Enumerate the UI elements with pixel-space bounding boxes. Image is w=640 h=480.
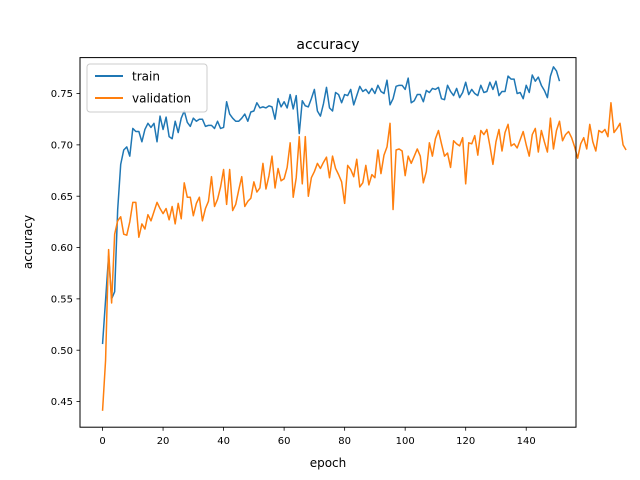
y-tick-label: 0.50 bbox=[51, 346, 73, 357]
x-tick-label: 120 bbox=[456, 436, 475, 447]
chart-title: accuracy bbox=[296, 37, 359, 53]
x-tick-label: 60 bbox=[278, 436, 291, 447]
y-axis-ticks: 0.45 0.50 0.55 0.60 0.65 0.70 0.75 bbox=[51, 89, 80, 408]
x-tick-label: 80 bbox=[338, 436, 351, 447]
legend: train validation bbox=[86, 63, 208, 113]
x-tick-label: 20 bbox=[157, 436, 170, 447]
x-tick-label: 0 bbox=[99, 436, 105, 447]
y-tick-label: 0.65 bbox=[51, 192, 73, 203]
legend-label-train: train bbox=[132, 70, 160, 84]
x-axis-ticks: 0 20 40 60 80 100 120 140 bbox=[99, 427, 536, 447]
series-line-train bbox=[101, 66, 561, 345]
x-tick-label: 140 bbox=[517, 436, 536, 447]
x-tick-label: 40 bbox=[217, 436, 230, 447]
y-tick-label: 0.75 bbox=[51, 89, 73, 100]
x-axis-label: epoch bbox=[310, 456, 347, 470]
y-axis-label: accuracy bbox=[21, 215, 35, 269]
series-layer bbox=[101, 66, 627, 411]
legend-label-validation: validation bbox=[132, 92, 191, 106]
plot-frame bbox=[79, 57, 577, 428]
y-tick-label: 0.45 bbox=[51, 397, 73, 408]
series-line-validation bbox=[101, 102, 627, 411]
y-tick-label: 0.70 bbox=[51, 140, 73, 151]
y-tick-label: 0.55 bbox=[51, 294, 73, 305]
x-tick-label: 100 bbox=[396, 436, 415, 447]
y-tick-label: 0.60 bbox=[51, 243, 73, 254]
